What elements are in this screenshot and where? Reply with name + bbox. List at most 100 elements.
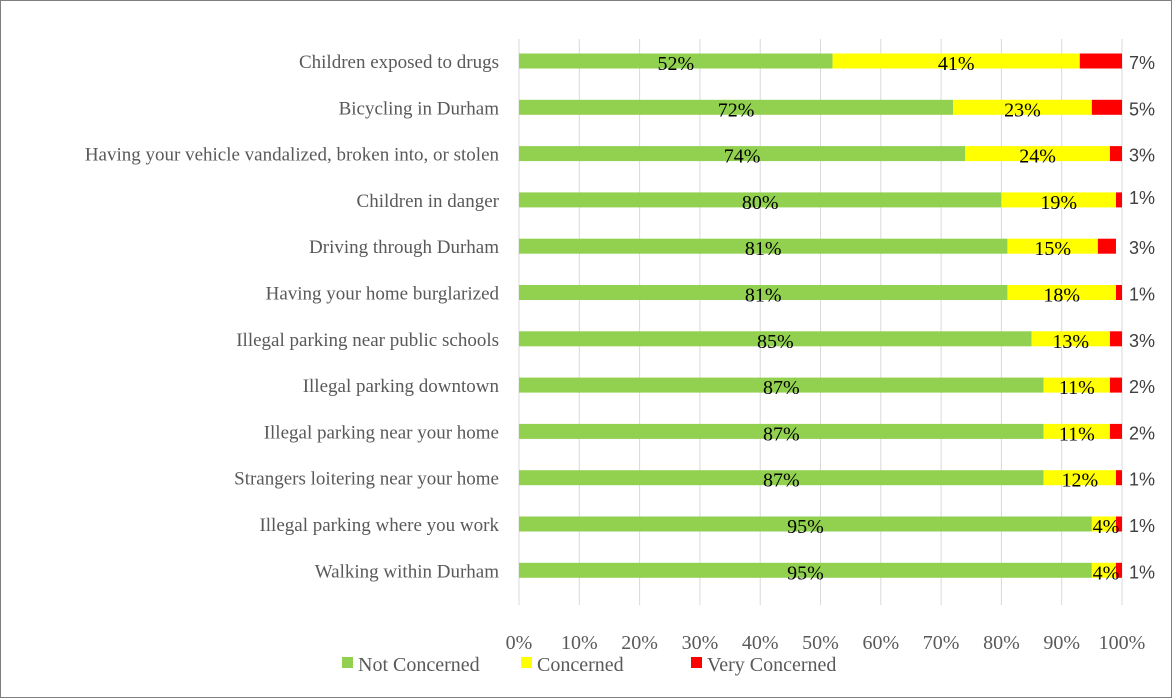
data-label-not-concerned: 95% [787,562,824,584]
data-label-very-concerned: 2% [1129,423,1155,443]
category-label: Having your home burglarized [266,284,500,305]
bar-concerned [1031,331,1110,347]
data-label-concerned: 15% [1034,238,1071,260]
bar-not-concerned [519,562,1092,578]
bar-concerned [965,146,1110,162]
bar-very-concerned [1109,423,1122,439]
bar-concerned [953,99,1092,115]
category-label: Children exposed to drugs [299,52,499,73]
category-label: Driving through Durham [309,237,499,258]
data-label-very-concerned: 3% [1129,238,1155,258]
bar-concerned [1043,423,1110,439]
bar-not-concerned [519,470,1044,486]
bar-not-concerned [519,99,954,115]
category-label: Children in danger [357,191,500,212]
bar-very-concerned [1115,516,1122,532]
bar-not-concerned [519,146,966,162]
bar-very-concerned [1091,99,1122,115]
category-label: Strangers loitering near your home [234,469,499,490]
legend-label-very-concerned: Very Concerned [707,654,836,676]
data-label-very-concerned: 3% [1129,331,1155,351]
x-tick-label: 40% [742,632,779,654]
bar-concerned [1043,377,1110,393]
gridlines [518,39,1123,605]
data-label-concerned: 24% [1019,146,1056,168]
x-tick-label: 100% [1099,632,1146,654]
data-label-not-concerned: 87% [763,423,800,445]
bar-not-concerned [519,423,1044,439]
x-tick-label: 10% [561,632,598,654]
bar-not-concerned [519,377,1044,393]
bar-not-concerned [519,192,1002,208]
bar-not-concerned [519,238,1008,254]
legend-swatch-very-concerned [691,657,702,668]
x-axis-tick-labels: 0% 10% 20% 30% 40% 50% 60% 70% 80% 90% 100% [506,632,1146,654]
data-label-concerned: 18% [1043,285,1080,307]
data-label-very-concerned: 1% [1129,562,1155,582]
bar-very-concerned [1115,192,1122,208]
bar-not-concerned [519,53,833,69]
bar-very-concerned [1115,285,1122,300]
x-tick-label: 30% [682,632,719,654]
bar-very-concerned [1097,238,1116,254]
data-label-very-concerned: 1% [1129,516,1155,536]
category-label: Illegal parking near public schools [236,330,499,351]
category-label: Having your vehicle vandalized, broken i… [85,145,500,166]
data-label-very-concerned: 2% [1129,377,1155,397]
bar-very-concerned [1115,470,1122,486]
data-label-very-concerned: 1% [1129,188,1155,208]
bar-very-concerned [1109,146,1122,162]
data-label-not-concerned: 80% [742,192,779,214]
bar-concerned [1001,192,1116,208]
data-label-not-concerned: 81% [745,285,782,307]
x-tick-label: 60% [862,632,899,654]
data-label-concerned: 4% [1093,516,1120,538]
data-label-very-concerned: 1% [1129,470,1155,490]
bars [519,53,1122,578]
category-label: Bicycling in Durham [339,98,500,119]
data-label-not-concerned: 85% [757,331,794,353]
bar-very-concerned [1109,331,1122,347]
legend-swatch-not-concerned [342,657,353,668]
data-label-concerned: 13% [1052,331,1089,353]
data-label-very-concerned: 3% [1129,146,1155,166]
data-label-concerned: 41% [938,53,975,75]
data-label-concerned: 11% [1059,377,1095,399]
data-label-not-concerned: 87% [763,377,800,399]
data-label-not-concerned: 74% [724,146,761,168]
data-label-not-concerned: 72% [718,99,755,121]
data-label-very-concerned: 1% [1129,285,1155,305]
data-labels: 52% 41% 7% 72% 23% 5% 74% 24% 3% 80% 19% 1% 81% 15% 3%… [657,53,1155,584]
data-label-not-concerned: 95% [787,516,824,538]
data-label-very-concerned: 7% [1129,53,1155,73]
bar-not-concerned [519,331,1032,347]
data-label-concerned: 4% [1093,562,1120,584]
data-label-concerned: 23% [1004,99,1041,121]
bar-concerned [1091,562,1116,578]
bar-concerned [1007,238,1098,254]
x-tick-label: 70% [923,632,960,654]
bar-concerned [1043,470,1116,486]
data-label-not-concerned: 87% [763,470,800,492]
data-label-very-concerned: 5% [1129,99,1155,119]
bar-very-concerned [1115,562,1122,578]
x-tick-label: 80% [983,632,1020,654]
legend: Not Concerned Concerned Very Concerned [342,654,836,676]
bar-concerned [1091,516,1116,532]
x-tick-label: 0% [506,632,533,654]
legend-swatch-concerned [521,657,532,668]
bar-not-concerned [519,516,1092,532]
x-tick-label: 90% [1043,632,1080,654]
legend-label-concerned: Concerned [537,654,624,676]
data-label-not-concerned: 81% [745,238,782,260]
category-label: Illegal parking near your home [264,422,499,443]
bar-concerned [832,53,1080,69]
category-label: Illegal parking where you work [259,515,499,536]
data-label-not-concerned: 52% [657,53,694,75]
bar-concerned [1007,285,1116,300]
bar-not-concerned [519,285,1008,300]
bar-very-concerned [1109,377,1122,393]
bar-very-concerned [1079,53,1122,69]
